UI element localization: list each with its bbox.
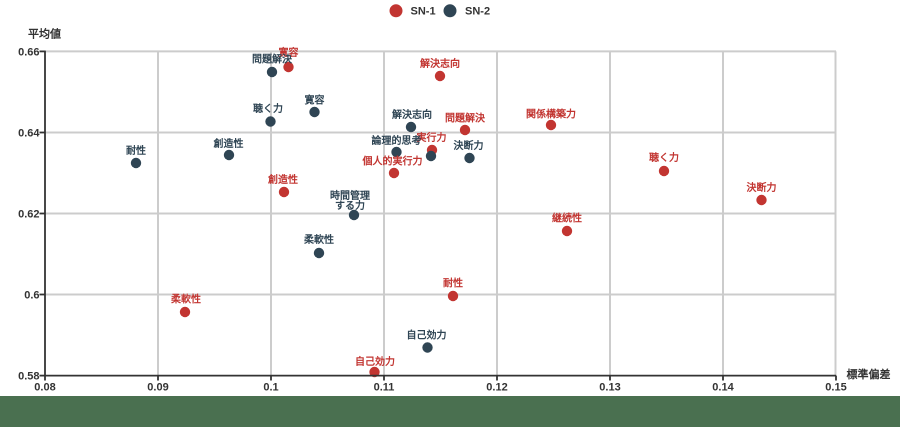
- svg-text:0.12: 0.12: [486, 382, 507, 394]
- svg-text:時間管理: 時間管理: [330, 189, 370, 202]
- svg-text:0.62: 0.62: [18, 209, 39, 221]
- svg-text:SN-1: SN-1: [411, 6, 436, 18]
- svg-text:自己効力: 自己効力: [355, 355, 395, 368]
- svg-text:0.11: 0.11: [374, 382, 395, 394]
- svg-text:0.14: 0.14: [712, 382, 734, 394]
- svg-text:0.09: 0.09: [147, 382, 168, 394]
- svg-text:耐性: 耐性: [443, 277, 463, 290]
- svg-text:0.1: 0.1: [263, 382, 278, 394]
- svg-text:0.66: 0.66: [18, 46, 39, 58]
- svg-text:聴く力: 聴く力: [253, 102, 283, 115]
- svg-text:決断力: 決断力: [747, 181, 777, 194]
- svg-text:継続性: 継続性: [552, 212, 582, 225]
- svg-text:柔軟性: 柔軟性: [303, 233, 334, 246]
- svg-text:自己効力: 自己効力: [407, 329, 447, 342]
- svg-text:実行力: 実行力: [417, 131, 447, 144]
- svg-text:寛容: 寛容: [305, 93, 325, 106]
- svg-text:聴く力: 聴く力: [649, 151, 679, 164]
- svg-text:SN-2: SN-2: [465, 6, 490, 18]
- svg-text:問題解決: 問題解決: [252, 53, 293, 66]
- svg-text:0.58: 0.58: [18, 371, 39, 383]
- svg-text:0.64: 0.64: [18, 128, 40, 140]
- svg-text:0.6: 0.6: [24, 290, 39, 302]
- svg-text:寛容: 寛容: [279, 46, 299, 59]
- svg-text:創造性: 創造性: [267, 173, 298, 186]
- svg-text:0.08: 0.08: [34, 382, 55, 394]
- svg-text:問題解決: 問題解決: [445, 112, 486, 125]
- svg-text:耐性: 耐性: [126, 144, 146, 157]
- svg-text:解決志向: 解決志向: [392, 108, 432, 121]
- svg-text:個人的実行力: 個人的実行力: [362, 155, 423, 168]
- svg-text:平均値: 平均値: [28, 27, 61, 41]
- svg-text:論理的思考: 論理的思考: [372, 134, 422, 147]
- svg-text:解決志向: 解決志向: [420, 57, 460, 70]
- svg-text:柔軟性: 柔軟性: [170, 293, 201, 306]
- svg-text:創造性: 創造性: [213, 137, 244, 150]
- svg-text:決断力: 決断力: [454, 139, 484, 152]
- svg-text:標準偏差: 標準偏差: [847, 367, 891, 381]
- svg-text:0.13: 0.13: [599, 382, 620, 394]
- svg-text:0.15: 0.15: [825, 382, 846, 394]
- svg-text:関係構築力: 関係構築力: [526, 108, 576, 121]
- svg-text:する力: する力: [335, 199, 365, 212]
